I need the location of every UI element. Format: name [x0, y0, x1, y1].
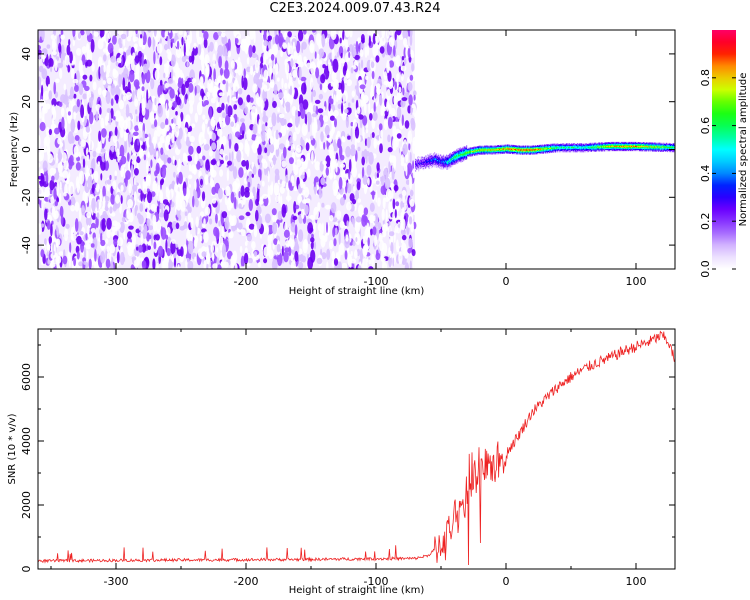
x-tick-label: -200: [234, 575, 259, 588]
colorbar-tick-label: 0.4: [699, 165, 712, 183]
y-axis-label: Frequency (Hz): [9, 112, 20, 188]
y-tick-label: 40: [20, 47, 33, 61]
colorbar-label: Normalized spectral amplitude: [738, 73, 749, 227]
y-tick-label: 0: [20, 566, 33, 573]
x-tick-label: -100: [364, 275, 389, 288]
x-tick-label: 100: [626, 275, 647, 288]
y-tick-label: -40: [20, 236, 33, 254]
x-tick-label: -100: [364, 575, 389, 588]
x-tick-label: 100: [626, 575, 647, 588]
x-tick-label: -200: [234, 275, 259, 288]
colorbar: [712, 30, 736, 269]
y-tick-label: 2000: [20, 491, 33, 519]
colorbar-tick-label: 0.6: [699, 117, 712, 135]
x-tick-label: -300: [104, 275, 129, 288]
snr-series-line: [38, 330, 675, 566]
x-axis-label: Height of straight line (km): [289, 585, 425, 596]
chart-title: C2E3.2024.009.07.43.R24: [269, 1, 441, 16]
colorbar-tick-label: 0.0: [699, 260, 712, 278]
x-tick-label: 0: [503, 275, 510, 288]
snr-frame: [37, 328, 676, 570]
x-tick-label: -300: [104, 575, 129, 588]
colorbar-tick-label: 0.8: [699, 69, 712, 87]
heatmap-area: [38, 30, 675, 269]
x-tick-label: 0: [503, 575, 510, 588]
y-tick-label: 0: [20, 146, 33, 153]
y-tick-label: 4000: [20, 427, 33, 455]
snr-area: [38, 330, 675, 566]
x-axis-label: Height of straight line (km): [289, 286, 425, 297]
y-axis-label: SNR (10 * v/v): [7, 413, 18, 484]
y-tick-label: 6000: [20, 363, 33, 391]
y-tick-label: 20: [20, 95, 33, 109]
y-tick-label: -20: [20, 188, 33, 206]
colorbar-tick-label: 0.2: [699, 212, 712, 230]
